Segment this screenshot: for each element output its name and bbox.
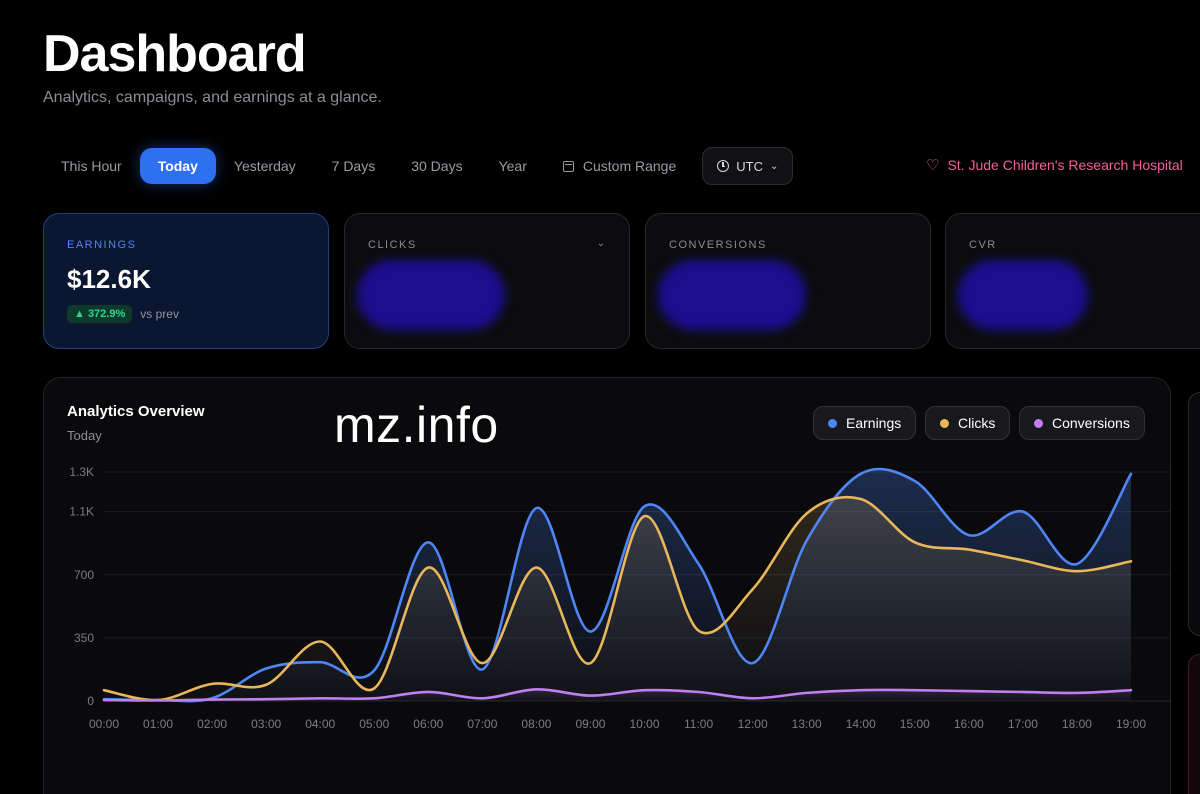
kpi-label: CLICKS: [368, 239, 417, 251]
range-30-days[interactable]: 30 Days: [411, 158, 463, 174]
y-tick-label: 1.3K: [69, 465, 94, 479]
analytics-overview-card: Analytics Overview Today Earnings Clicks…: [43, 377, 1171, 794]
x-tick-label: 09:00: [575, 717, 605, 731]
legend-dot-conversions: [1034, 418, 1043, 428]
redaction-blur: [958, 260, 1088, 330]
legend-toggle-conversions[interactable]: Conversions: [1019, 406, 1145, 440]
kpi-card-clicks[interactable]: CLICKS ⌄: [344, 213, 630, 349]
legend-dot-earnings: [828, 418, 837, 428]
x-tick-label: 15:00: [900, 717, 930, 731]
timezone-value: UTC: [736, 158, 763, 174]
legend-label: Conversions: [1052, 415, 1130, 431]
kpi-label: CVR: [969, 239, 997, 251]
x-tick-label: 01:00: [143, 717, 173, 731]
y-tick-label: 0: [87, 694, 94, 708]
chart-title: Analytics Overview: [67, 403, 205, 420]
range-custom-label: Custom Range: [582, 158, 677, 174]
legend-toggle-clicks[interactable]: Clicks: [925, 406, 1011, 440]
series-line-clicks: [102, 495, 1133, 702]
chevron-down-icon: ⌄: [769, 160, 779, 172]
legend-dot-clicks: [940, 418, 949, 428]
side-card-partial: [1188, 392, 1200, 636]
clock-icon: [717, 160, 730, 172]
kpi-delta-row: ▲ 372.9% vs prev: [67, 305, 179, 323]
x-tick-label: 06:00: [413, 717, 443, 731]
kpi-card-cvr[interactable]: CVR: [945, 213, 1200, 349]
heart-icon: ♡: [926, 157, 940, 174]
range-yesterday[interactable]: Yesterday: [233, 158, 296, 174]
date-range-selector: This Hour Today Yesterday 7 Days 30 Days…: [43, 147, 794, 185]
legend-toggle-earnings[interactable]: Earnings: [813, 406, 917, 440]
x-tick-label: 08:00: [521, 717, 551, 731]
kpi-card-conversions[interactable]: CONVERSIONS: [645, 213, 931, 349]
redaction-blur: [357, 260, 505, 330]
range-this-hour[interactable]: This Hour: [61, 158, 122, 174]
x-tick-label: 14:00: [846, 717, 876, 731]
x-tick-label: 04:00: [305, 717, 335, 731]
kpi-label: CONVERSIONS: [669, 239, 767, 251]
chevron-down-icon[interactable]: ⌄: [596, 238, 605, 249]
y-tick-label: 350: [74, 631, 94, 645]
x-tick-label: 02:00: [197, 717, 227, 731]
analytics-chart: 0 350 700 1.1K 1.3K 00:00 01:00 02:00 03:00 04:00…: [69, 465, 1171, 731]
charity-label: St. Jude Children's Research Hospital: [947, 157, 1183, 173]
charity-link[interactable]: ♡ St. Jude Children's Research Hospital: [926, 156, 1183, 174]
x-tick-label: 00:00: [89, 717, 119, 731]
y-tick-label: 1.1K: [69, 505, 94, 519]
legend-label: Earnings: [846, 415, 902, 431]
calendar-icon: [562, 160, 574, 172]
series-line-conversions: [102, 687, 1133, 702]
x-tick-label: 11:00: [684, 717, 713, 731]
area-conversions: [104, 689, 1131, 701]
kpi-card-earnings[interactable]: EARNINGS $12.6K ▲ 372.9% vs prev: [43, 213, 329, 349]
x-tick-label: 17:00: [1008, 717, 1038, 731]
x-tick-label: 12:00: [738, 717, 768, 731]
area-clicks: [104, 497, 1131, 701]
x-tick-label: 13:00: [792, 717, 822, 731]
range-year[interactable]: Year: [498, 158, 527, 174]
kpi-label: EARNINGS: [67, 239, 137, 251]
timezone-select[interactable]: UTC ⌄: [702, 147, 794, 185]
watermark: mz.info: [334, 397, 499, 453]
x-tick-label: 19:00: [1116, 717, 1146, 731]
x-tick-label: 05:00: [359, 717, 389, 731]
chart-subtitle: Today: [67, 428, 102, 443]
legend-label: Clicks: [958, 415, 996, 431]
redaction-blur: [658, 260, 806, 330]
range-today[interactable]: Today: [139, 148, 216, 184]
page-title: Dashboard: [43, 25, 307, 83]
side-card-partial-alert: [1188, 654, 1200, 794]
kpi-value: $12.6K: [67, 264, 151, 294]
range-custom-button[interactable]: Custom Range: [545, 148, 694, 184]
delta-note: vs prev: [140, 307, 179, 321]
y-tick-label: 700: [74, 568, 94, 582]
delta-badge: ▲ 372.9%: [67, 305, 133, 323]
x-tick-label: 16:00: [954, 717, 984, 731]
page-subtitle: Analytics, campaigns, and earnings at a …: [43, 89, 382, 106]
x-tick-label: 07:00: [467, 717, 497, 731]
x-tick-label: 10:00: [630, 717, 660, 731]
range-7-days[interactable]: 7 Days: [331, 158, 376, 174]
x-tick-label: 18:00: [1062, 717, 1092, 731]
x-tick-label: 03:00: [251, 717, 281, 731]
